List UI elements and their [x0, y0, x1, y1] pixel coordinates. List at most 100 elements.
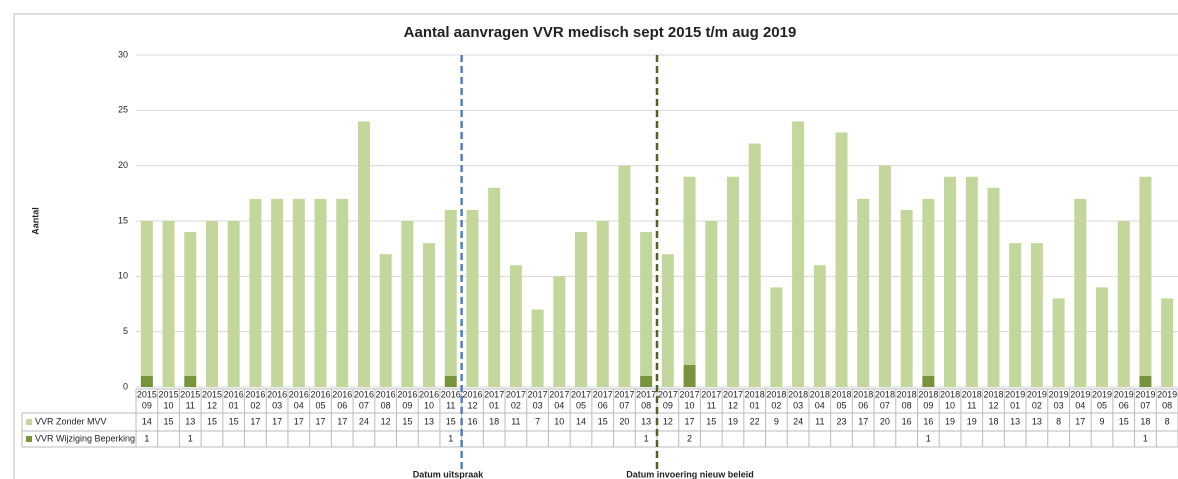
bar [249, 198, 262, 387]
bar [292, 198, 305, 387]
x-tick-label: 2017 [723, 389, 743, 399]
x-tick-label: 06 [337, 400, 347, 410]
x-tick-label: 2017 [614, 389, 634, 399]
bar [401, 221, 414, 387]
bar [661, 254, 674, 387]
bar [271, 198, 284, 387]
x-tick-label: 2018 [983, 389, 1003, 399]
table-cell: 16 [902, 416, 912, 426]
x-tick-label: 04 [815, 400, 825, 410]
x-tick-label: 2017 [658, 389, 678, 399]
x-tick-label: 10 [945, 400, 955, 410]
bar [705, 221, 718, 387]
table-cell: 15 [598, 416, 608, 426]
x-tick-label: 07 [1140, 400, 1150, 410]
bar [596, 221, 609, 387]
bar [1096, 287, 1109, 387]
x-tick-label: 08 [381, 400, 391, 410]
x-tick-label: 01 [750, 400, 760, 410]
x-tick-label: 04 [1075, 400, 1085, 410]
annotation-label: Datum invoering nieuw beleid [626, 469, 754, 479]
x-tick-label: 02 [771, 400, 781, 410]
table-cell: 12 [381, 416, 391, 426]
table-cell: 13 [641, 416, 651, 426]
x-tick-label: 06 [858, 400, 868, 410]
x-tick-label: 07 [619, 400, 629, 410]
x-tick-label: 2015 [159, 389, 179, 399]
table-cell: 1 [144, 433, 149, 443]
table-cell: 9 [774, 416, 779, 426]
table-cell: 16 [923, 416, 933, 426]
table-cell: 23 [837, 416, 847, 426]
table-cell: 24 [359, 416, 369, 426]
table-cell: 15 [164, 416, 174, 426]
table-cell: 15 [207, 416, 217, 426]
table-cell: 15 [402, 416, 412, 426]
x-tick-label: 2015 [137, 389, 157, 399]
legend-swatch [26, 419, 32, 425]
x-tick-label: 11 [707, 400, 716, 410]
x-tick-label: 2016 [441, 389, 461, 399]
table-cell: 17 [294, 416, 304, 426]
table-cell: 9 [1100, 416, 1105, 426]
legend-label: VVR Wijziging Beperking [35, 433, 135, 443]
x-tick-label: 11 [186, 400, 195, 410]
x-tick-label: 2019 [1005, 389, 1025, 399]
bar [640, 232, 653, 376]
x-tick-label: 2018 [940, 389, 960, 399]
bar [553, 276, 566, 387]
x-tick-label: 05 [576, 400, 586, 410]
bar [748, 143, 761, 387]
table-cell: 13 [185, 416, 195, 426]
bar [683, 176, 696, 365]
x-tick-label: 2017 [701, 389, 721, 399]
table-cell: 10 [554, 416, 564, 426]
x-tick-label: 12 [988, 400, 998, 410]
table-cell: 17 [250, 416, 260, 426]
y-tick-label: 30 [118, 49, 128, 59]
bar [770, 287, 783, 387]
x-tick-label: 2017 [636, 389, 656, 399]
bar [509, 265, 522, 387]
table-cell: 17 [272, 416, 282, 426]
y-tick-label: 10 [118, 271, 128, 281]
x-tick-label: 2017 [549, 389, 569, 399]
x-tick-label: 01 [489, 400, 499, 410]
table-cell: 13 [424, 416, 434, 426]
x-tick-label: 12 [728, 400, 738, 410]
bar [357, 121, 370, 388]
x-tick-label: 04 [294, 400, 304, 410]
y-tick-label: 25 [118, 105, 128, 115]
x-tick-label: 2016 [397, 389, 417, 399]
bar [1030, 243, 1043, 387]
x-tick-label: 2016 [311, 389, 331, 399]
x-tick-label: 2016 [245, 389, 265, 399]
x-tick-label: 01 [229, 400, 239, 410]
table-cell: 11 [815, 416, 824, 426]
bar [1074, 198, 1087, 387]
x-tick-label: 11 [967, 400, 976, 410]
bar [944, 176, 957, 387]
x-tick-label: 2018 [897, 389, 917, 399]
x-tick-label: 09 [663, 400, 673, 410]
x-tick-label: 03 [272, 400, 282, 410]
bar [878, 165, 891, 387]
bar [140, 221, 153, 376]
x-tick-label: 04 [554, 400, 564, 410]
table-cell: 17 [337, 416, 347, 426]
table-cell: 1 [644, 433, 649, 443]
bar [336, 198, 349, 387]
x-tick-label: 2018 [745, 389, 765, 399]
x-tick-label: 10 [424, 400, 434, 410]
x-tick-label: 2019 [1049, 389, 1069, 399]
x-tick-label: 05 [837, 400, 847, 410]
x-tick-label: 2015 [180, 389, 200, 399]
x-tick-label: 2016 [267, 389, 287, 399]
bar [466, 209, 479, 387]
x-tick-label: 2018 [962, 389, 982, 399]
bar [184, 375, 197, 387]
x-tick-label: 2019 [1027, 389, 1047, 399]
x-tick-label: 03 [793, 400, 803, 410]
bar [140, 375, 153, 387]
